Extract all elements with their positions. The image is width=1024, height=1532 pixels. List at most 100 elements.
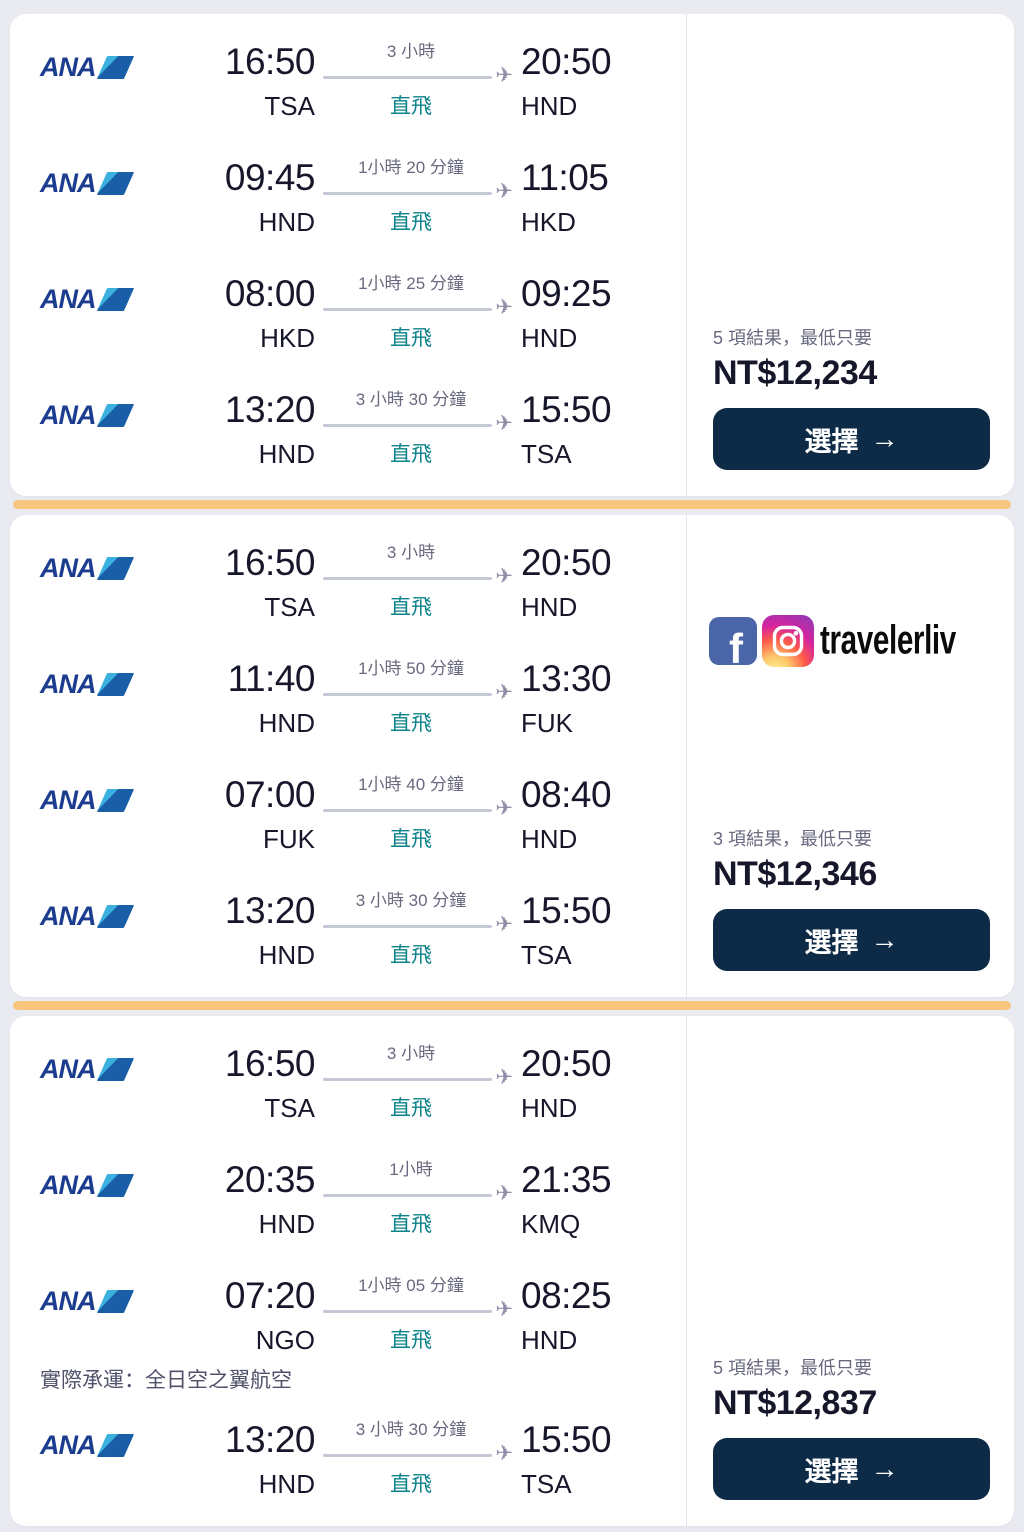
airplane-icon: ✈	[495, 565, 513, 588]
airplane-icon: ✈	[495, 797, 513, 820]
direct-flight-label: 直飛	[390, 828, 432, 851]
duration-label: 3 小時	[386, 543, 436, 562]
departure: 16:50 TSA	[170, 1042, 316, 1124]
itinerary-card-3[interactable]: ANA 16:50 TSA 3 小時 ✈ 直飛 20:50	[10, 1016, 1014, 1526]
price-summary: 5 項結果，最低只要 NT$12,837 選擇 →	[686, 1016, 1014, 1526]
arrival-airport: HND	[521, 323, 578, 353]
direct-flight-label: 直飛	[390, 1329, 432, 1352]
card-separator	[13, 500, 1011, 509]
flight-leg: ANA 09:45 HND 1小時 20 分鐘 ✈ 直飛 11:05	[40, 156, 686, 238]
arrival-airport: HND	[521, 91, 578, 121]
duration-label: 3 小時 30 分鐘	[355, 390, 467, 409]
ana-wordmark: ANA	[40, 284, 96, 314]
duration-label: 3 小時	[386, 42, 436, 61]
arrival-airport: HND	[521, 1093, 578, 1123]
ana-wordmark: ANA	[40, 1430, 96, 1460]
route-line: ✈	[323, 1183, 513, 1206]
ana-wordmark: ANA	[40, 400, 96, 430]
flight-leg: ANA 07:00 FUK 1小時 40 分鐘 ✈ 直飛 08:40	[40, 773, 686, 855]
departure-time: 11:40	[227, 658, 316, 699]
duration-label: 3 小時 30 分鐘	[355, 891, 467, 910]
route-track	[323, 576, 493, 580]
direct-flight-label: 直飛	[390, 712, 432, 735]
segment-info: 3 小時 30 分鐘 ✈ 直飛	[315, 889, 513, 971]
airplane-icon: ✈	[495, 913, 513, 936]
departure-time: 09:45	[224, 157, 316, 198]
ana-flag-icon	[96, 1290, 134, 1313]
arrival-time: 15:50	[521, 1419, 612, 1460]
arrival-airport: KMQ	[521, 1209, 581, 1239]
arrival: 15:50 TSA	[507, 1418, 686, 1500]
operator-note: 實際承運：全日空之翼航空	[40, 1369, 292, 1392]
duration-label: 1小時 40 分鐘	[358, 775, 464, 794]
airplane-icon: ✈	[495, 412, 513, 435]
duration-label: 3 小時	[386, 1044, 436, 1063]
arrival-airport: HND	[521, 824, 578, 854]
price: NT$12,234	[713, 354, 877, 392]
select-button[interactable]: 選擇 →	[713, 408, 990, 470]
route-line: ✈	[323, 1443, 513, 1466]
segment-info: 1小時 20 分鐘 ✈ 直飛	[315, 156, 513, 238]
price: NT$12,346	[713, 855, 877, 893]
results-count: 3 項結果，最低只要	[713, 829, 873, 849]
results-count: 5 項結果，最低只要	[713, 328, 873, 348]
segment-info: 1小時 25 分鐘 ✈ 直飛	[315, 272, 513, 354]
arrival-airport: HND	[521, 1325, 578, 1355]
airplane-icon: ✈	[495, 64, 513, 87]
arrival-airport: TSA	[521, 1469, 572, 1499]
arrival-time: 21:35	[521, 1159, 612, 1200]
departure-time: 08:00	[224, 273, 316, 314]
select-button-label: 選擇	[804, 927, 859, 958]
direct-flight-label: 直飛	[390, 596, 432, 619]
arrival: 20:50 HND	[507, 1042, 686, 1124]
arrival-time: 15:50	[521, 389, 612, 430]
duration-label: 1小時 20 分鐘	[358, 158, 464, 177]
departure: 13:20 HND	[170, 1418, 316, 1500]
departure-time: 13:20	[224, 890, 316, 931]
flight-leg: ANA 13:20 HND 3 小時 30 分鐘 ✈ 直飛 15:50	[40, 388, 686, 470]
watermark-handle: travelerliv	[820, 618, 956, 663]
airplane-icon: ✈	[495, 296, 513, 319]
departure: 08:00 HKD	[170, 272, 316, 354]
ana-airline-logo: ANA	[40, 901, 170, 932]
direct-flight-label: 直飛	[390, 211, 432, 234]
ana-airline-logo: ANA	[40, 52, 170, 83]
departure: 11:40 HND	[170, 657, 316, 739]
direct-flight-label: 直飛	[390, 1473, 432, 1496]
ana-wordmark: ANA	[40, 1054, 96, 1084]
departure-airport: HND	[258, 1469, 315, 1499]
departure-time: 16:50	[224, 542, 316, 583]
arrival-time: 15:50	[521, 890, 612, 931]
ana-flag-icon	[96, 1174, 134, 1197]
itinerary-card-1[interactable]: ANA 16:50 TSA 3 小時 ✈ 直飛 20:50	[10, 14, 1014, 496]
select-button[interactable]: 選擇 →	[713, 909, 990, 971]
departure-airport: HND	[258, 439, 315, 469]
arrival: 15:50 TSA	[507, 889, 686, 971]
departure-time: 07:20	[224, 1275, 316, 1316]
select-button[interactable]: 選擇 →	[713, 1438, 990, 1500]
arrival: 13:30 FUK	[507, 657, 686, 739]
arrival: 08:40 HND	[507, 773, 686, 855]
itinerary-card-2[interactable]: ANA 16:50 TSA 3 小時 ✈ 直飛 20:50	[10, 515, 1014, 997]
airplane-icon: ✈	[495, 1298, 513, 1321]
arrival-airport: HKD	[521, 207, 576, 237]
departure-time: 16:50	[224, 41, 316, 82]
departure-airport: HND	[258, 708, 315, 738]
ana-airline-logo: ANA	[40, 785, 170, 816]
duration-label: 1小時	[389, 1160, 433, 1179]
arrival-time: 20:50	[521, 41, 612, 82]
segment-info: 1小時 40 分鐘 ✈ 直飛	[315, 773, 513, 855]
departure: 16:50 TSA	[170, 541, 316, 623]
arrival: 08:25 HND	[507, 1274, 686, 1356]
route-track	[323, 808, 493, 812]
ana-airline-logo: ANA	[40, 1054, 170, 1085]
arrival-time: 20:50	[521, 542, 612, 583]
select-button-label: 選擇	[804, 426, 859, 457]
ana-flag-icon	[96, 404, 134, 427]
arrival-time: 08:40	[521, 774, 612, 815]
arrival: 21:35 KMQ	[507, 1158, 686, 1240]
flight-leg: ANA 07:20 NGO 1小時 05 分鐘 ✈ 直飛 08:25	[40, 1274, 686, 1356]
route-line: ✈	[323, 181, 513, 204]
arrival-time: 13:30	[521, 658, 612, 699]
duration-label: 3 小時 30 分鐘	[355, 1420, 467, 1439]
